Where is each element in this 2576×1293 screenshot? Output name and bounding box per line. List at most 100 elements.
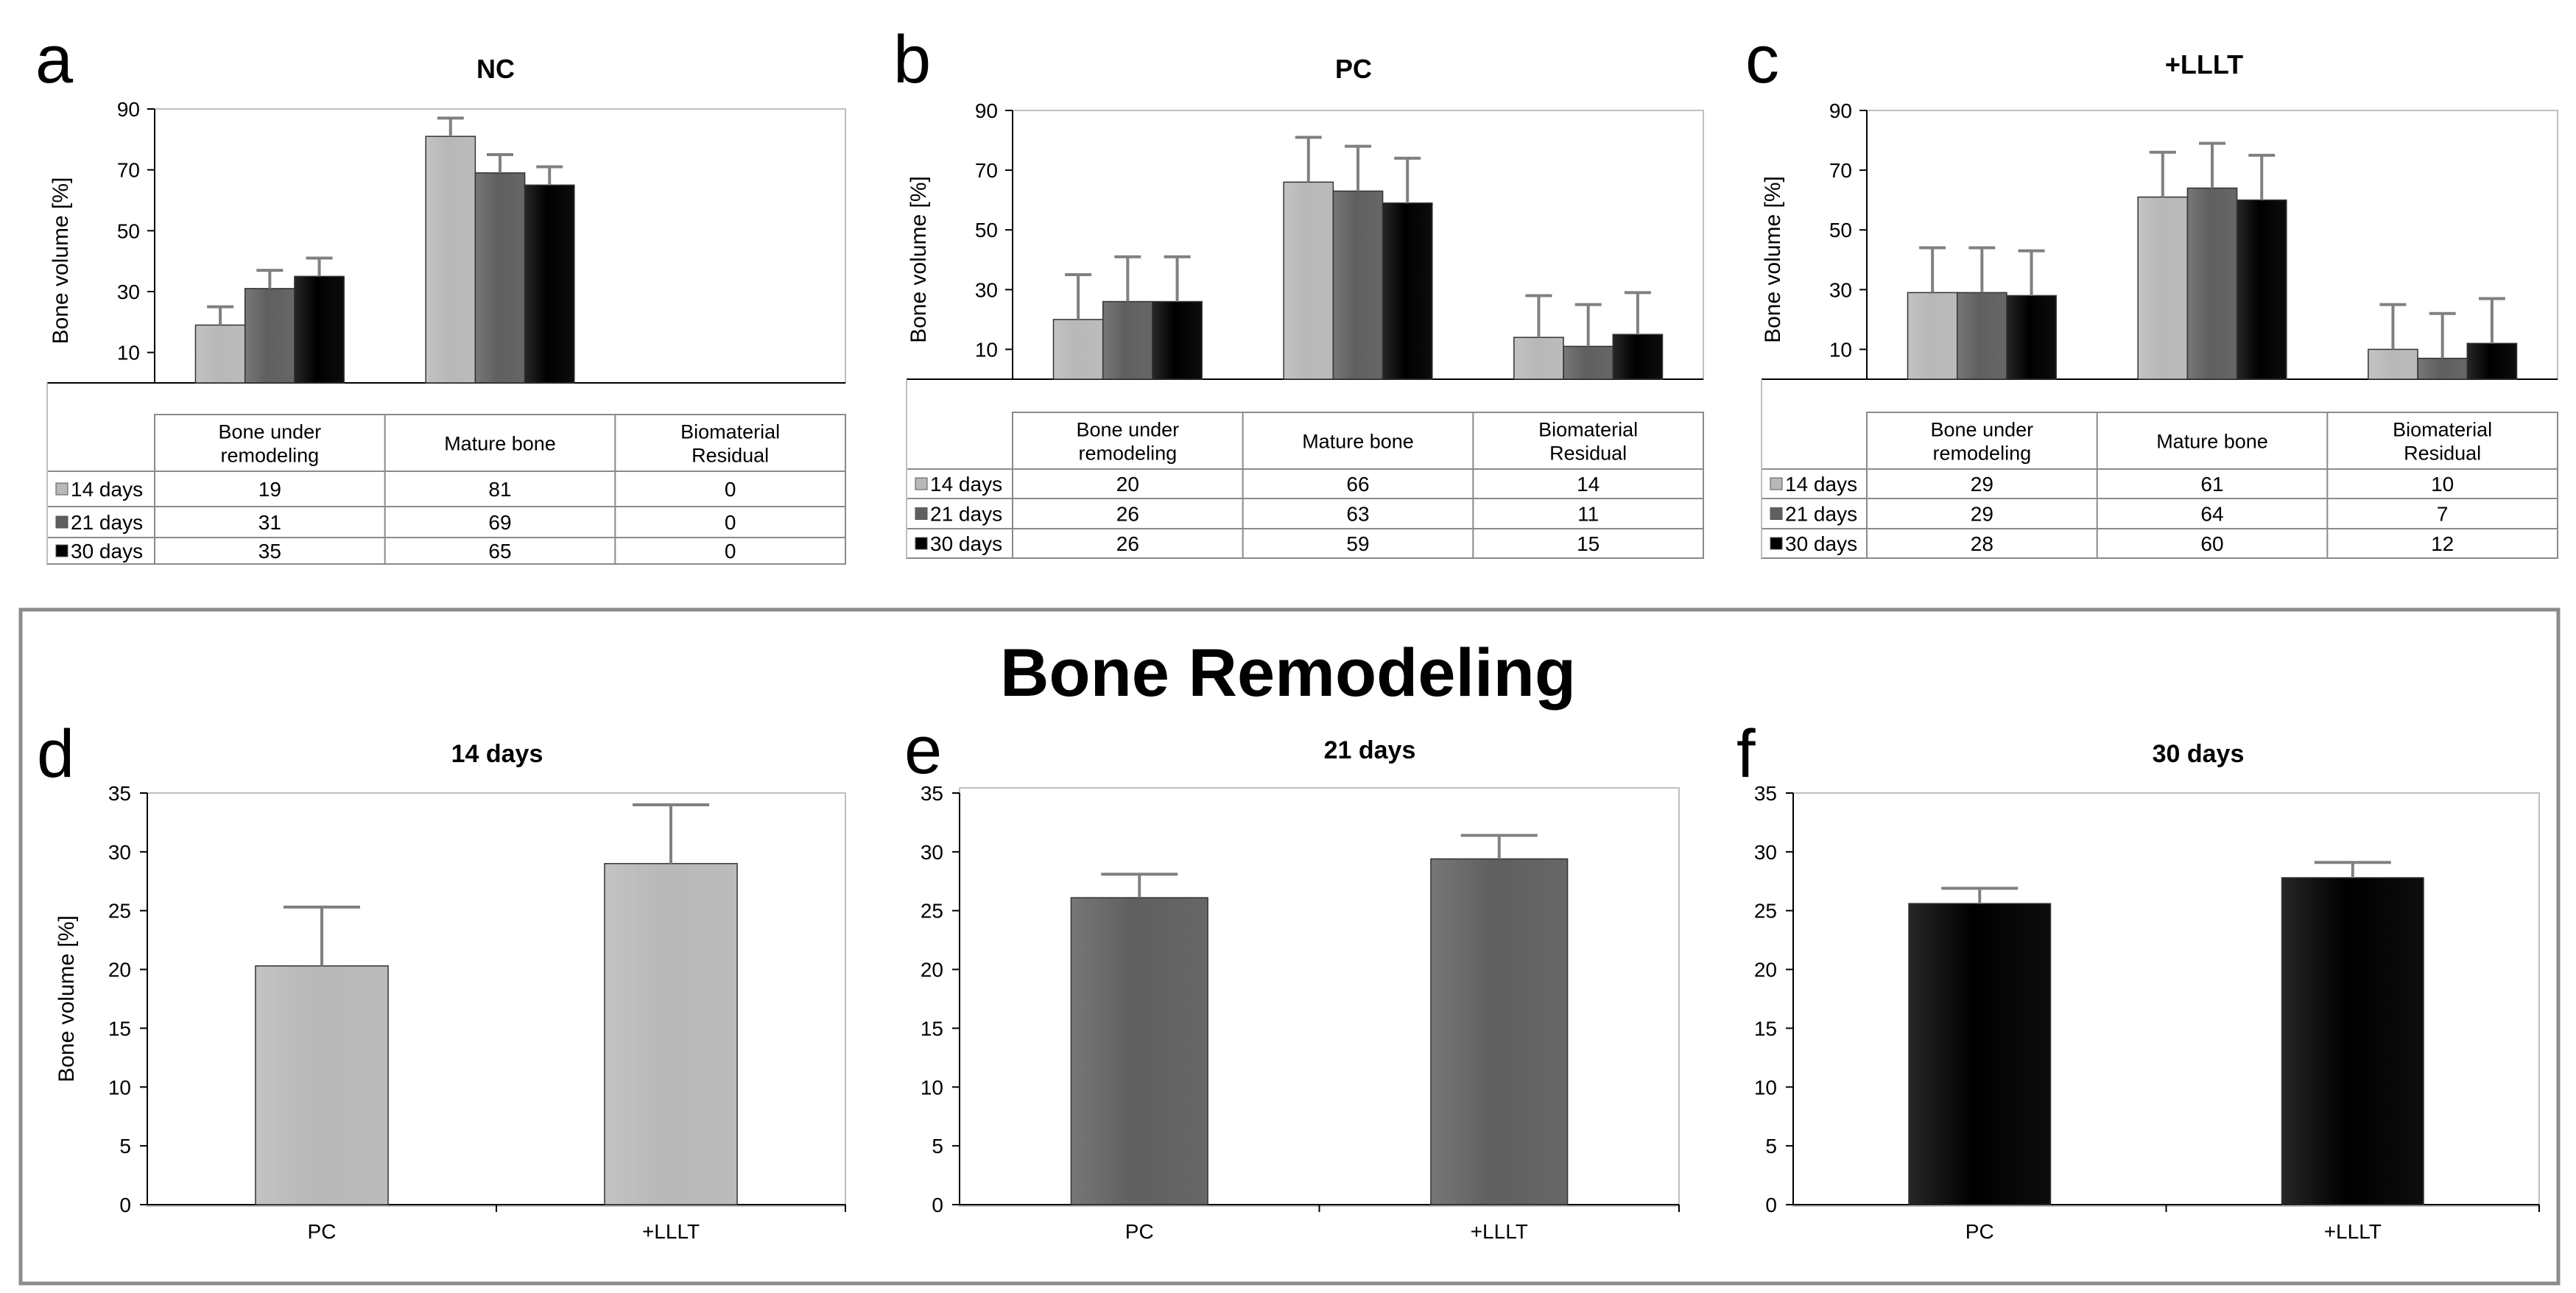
bar-30-days — [2236, 199, 2287, 380]
bar-30-days — [2466, 342, 2518, 380]
table-value: 31 — [258, 511, 281, 534]
y-tick-label: 90 — [975, 99, 998, 122]
x-tick-label: PC — [1125, 1220, 1154, 1243]
y-tick-label: 50 — [975, 219, 998, 242]
legend-label: 30 days — [930, 532, 1002, 555]
bar-30-days — [1612, 334, 1664, 380]
y-tick-label: 10 — [108, 1076, 131, 1099]
y-axis-label: Bone volume [%] — [1761, 176, 1785, 343]
legend-swatch — [55, 544, 68, 557]
bar-PC — [1070, 897, 1208, 1205]
table-value: 59 — [1346, 532, 1369, 555]
bar-21-days — [1332, 190, 1384, 380]
y-tick-label: 25 — [1754, 900, 1777, 923]
panel-d: d 14 days 0 5 10 15 20 25 30 35 Bone volume [%] PC +… — [37, 716, 846, 1243]
category-label: Bone under — [219, 421, 322, 443]
table-value: 15 — [1577, 532, 1600, 555]
category-label: Biomaterial — [1538, 419, 1638, 441]
table-value: 28 — [1971, 532, 1993, 555]
table-value: 0 — [725, 540, 736, 563]
category-label: Biomaterial — [2393, 419, 2492, 441]
panel-c: c +LLLT 10 30 50 70 90 Bone volume [%] Bone unde… — [1745, 22, 2558, 559]
chart-title: 21 days — [1324, 736, 1416, 764]
panel-letter-b: b — [893, 22, 931, 97]
panel-b: b PC 10 30 50 70 90 Bone volume [%] Bone underre… — [893, 22, 1704, 559]
panel-letter-f: f — [1736, 716, 1756, 792]
legend-label: 14 days — [1785, 473, 1857, 496]
legend-swatch — [915, 477, 928, 490]
legend-label: 30 days — [71, 540, 143, 563]
chart-title: 14 days — [451, 740, 543, 768]
table-value: 19 — [258, 478, 281, 501]
y-tick-label: 35 — [1754, 782, 1777, 805]
category-label: Mature bone — [1302, 431, 1414, 453]
bar-30-days — [294, 275, 345, 384]
table-value: 65 — [488, 540, 511, 563]
table-value: 26 — [1116, 503, 1139, 526]
category-label: Residual — [1549, 443, 1627, 465]
bar-21-days — [1956, 292, 2007, 380]
bar-21-days — [1563, 345, 1614, 380]
y-tick-label: 10 — [921, 1076, 943, 1099]
legend-swatch — [55, 482, 68, 496]
y-tick-label: 25 — [921, 900, 943, 923]
table-value: 11 — [1577, 503, 1599, 526]
y-tick-label: 70 — [1829, 159, 1852, 182]
bar-30-days — [2006, 295, 2057, 380]
legend-label: 21 days — [1785, 503, 1857, 526]
table-value: 69 — [488, 511, 511, 534]
bottom-title: Bone Remodeling — [1000, 635, 1576, 711]
y-tick-label: 0 — [932, 1194, 943, 1216]
category-label: remodeling — [1079, 443, 1178, 465]
y-tick-label: 30 — [117, 281, 140, 303]
legend-swatch — [915, 507, 928, 520]
y-tick-label: 20 — [108, 959, 131, 982]
x-tick-label: +LLLT — [2324, 1220, 2382, 1243]
bar-14-days — [1907, 292, 1958, 380]
plot-frame — [147, 792, 846, 1207]
legend-swatch — [1770, 507, 1783, 520]
bar-plus-LLLT — [604, 863, 738, 1205]
y-tick-label: 20 — [921, 959, 943, 982]
panel-letter-e: e — [904, 713, 942, 788]
y-tick-label: 25 — [108, 900, 131, 923]
table-value: 7 — [2437, 503, 2449, 526]
bar-14-days — [425, 135, 476, 384]
table-value: 29 — [1971, 503, 1993, 526]
y-tick-label: 70 — [975, 159, 998, 182]
bottom-frame — [18, 607, 2561, 1286]
y-axis-label: Bone volume [%] — [49, 177, 73, 345]
y-tick-label: 90 — [117, 98, 140, 121]
y-tick-label: 35 — [921, 782, 943, 805]
panel-letter-d: d — [37, 716, 74, 792]
panel-a: a NC 10 30 50 70 90 Bone volume [%] Bone underre… — [35, 22, 846, 565]
table-value: 64 — [2200, 503, 2223, 526]
table-value: 66 — [1346, 473, 1369, 496]
legend-label: 14 days — [930, 473, 1002, 496]
panel-f: f 30 days 0 5 10 15 20 25 30 35 PC +LLLT — [1736, 716, 2540, 1243]
y-tick-label: 15 — [921, 1017, 943, 1040]
bar-14-days — [1052, 319, 1104, 380]
category-label: remodeling — [1933, 443, 2032, 465]
table-value: 10 — [2431, 473, 2454, 496]
bar-21-days — [2417, 357, 2468, 380]
table-value: 26 — [1116, 532, 1139, 555]
panel-letter-c: c — [1745, 22, 1779, 97]
chart-title: NC — [476, 54, 515, 84]
y-axis-label: Bone volume [%] — [54, 915, 79, 1082]
legend-label: 21 days — [71, 511, 143, 534]
y-tick-label: 30 — [975, 278, 998, 301]
y-tick-label: 10 — [1829, 338, 1852, 361]
bar-PC — [1908, 903, 2052, 1205]
legend-swatch — [55, 515, 68, 529]
legend-swatch — [1770, 537, 1783, 550]
y-tick-label: 30 — [1754, 841, 1777, 864]
plot-frame — [959, 787, 1680, 1207]
x-tick-label: +LLLT — [1471, 1220, 1528, 1243]
table-value: 12 — [2431, 532, 2454, 555]
y-tick-label: 30 — [1829, 278, 1852, 301]
bar-PC — [255, 965, 389, 1205]
bar-21-days — [474, 172, 526, 384]
y-axis-label: Bone volume [%] — [907, 176, 931, 343]
table-value: 60 — [2200, 532, 2223, 555]
